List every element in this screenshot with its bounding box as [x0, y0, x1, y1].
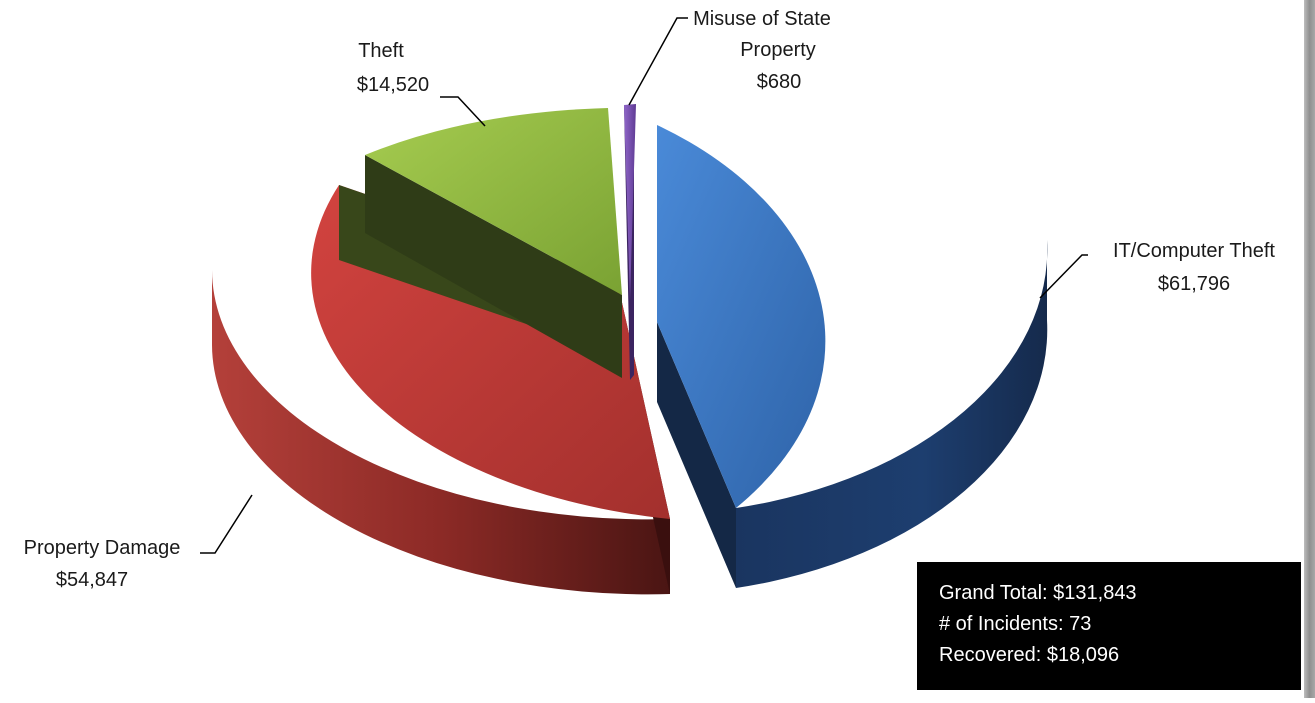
slice-it-top	[657, 125, 826, 508]
label-misuse-value: $680	[757, 71, 802, 93]
leader-line-misuse	[628, 17, 688, 106]
summary-box: Grand Total: $131,843 # of Incidents: 73…	[917, 562, 1301, 690]
label-theft-value: $14,520	[357, 74, 429, 96]
slice-it-cut	[657, 322, 736, 588]
leader-line-it	[1039, 254, 1088, 299]
slice-misuse	[624, 104, 636, 380]
leader-line-property-damage	[200, 494, 253, 554]
summary-recovered: Recovered: $18,096	[939, 644, 1120, 666]
label-it-value: $61,796	[1158, 273, 1230, 295]
label-property-damage-name: Property Damage	[24, 537, 181, 559]
slice-it-side	[736, 240, 1048, 588]
label-misuse-name-2: Property	[740, 39, 816, 61]
slice-misuse-top	[624, 104, 636, 300]
slice-theft	[339, 108, 622, 378]
window-edge-bar	[1304, 0, 1315, 698]
label-theft-name: Theft	[358, 40, 404, 62]
slice-property-damage-side	[212, 270, 670, 595]
leader-line-theft	[440, 96, 486, 127]
slice-theft-top	[365, 108, 622, 295]
label-misuse-name-1: Misuse of State	[693, 8, 831, 30]
slice-it-computer-theft	[657, 125, 1048, 588]
summary-incidents: # of Incidents: 73	[939, 613, 1092, 635]
label-property-damage-value: $54,847	[56, 569, 128, 591]
label-it-name: IT/Computer Theft	[1113, 240, 1275, 262]
slice-theft-cut2	[365, 155, 622, 378]
summary-grand-total: Grand Total: $131,843	[939, 582, 1137, 604]
